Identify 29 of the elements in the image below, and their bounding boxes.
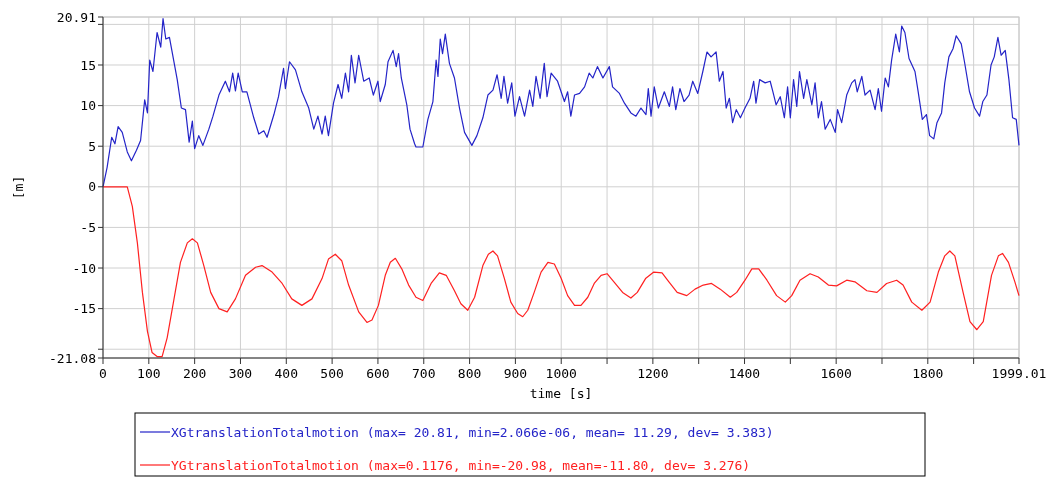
y-tick-label: 15	[80, 57, 96, 73]
x-tick-label: 1000	[545, 366, 577, 381]
x-tick-label: 1400	[728, 366, 761, 381]
y-tick-label: 10	[80, 98, 96, 114]
legend-label: XGtranslationTotalmotion (max= 20.81, min=2.066e-06, mean= 11.29, dev= 3.383)	[171, 424, 774, 440]
x-tick-label: 1800	[912, 366, 944, 381]
x-tick-label: 300	[228, 366, 253, 381]
x-tick-label: 200	[182, 366, 207, 381]
x-tick-label: 700	[412, 366, 436, 381]
x-tick-label: 600	[366, 366, 390, 381]
y-tick-label: -10	[72, 260, 96, 276]
y-tick-label: -5	[80, 219, 96, 235]
x-tick-label: 100	[137, 366, 161, 381]
x-tick-label: 500	[320, 366, 344, 381]
x-tick-label: 1200	[637, 366, 669, 381]
y-tick-label: 20.91	[56, 9, 96, 25]
y-tick-label: 0	[88, 179, 96, 195]
x-tick-label: 0	[99, 366, 107, 381]
x-tick-label: 1999.01	[991, 366, 1047, 381]
y-tick-label: 5	[88, 138, 96, 154]
x-tick-label: 400	[274, 366, 299, 381]
x-tick-label: 1600	[820, 366, 852, 381]
y-axis-title: [m]	[11, 175, 26, 200]
x-tick-label: 900	[503, 366, 528, 381]
y-tick-label: -15	[72, 301, 96, 317]
legend-label: YGtranslationTotalmotion (max=0.1176, min=-20.98, mean=-11.80, dev= 3.276)	[171, 457, 751, 473]
x-tick-label: 800	[457, 366, 482, 381]
y-tick-label: -21.08	[49, 350, 96, 366]
x-axis-title: time [s]	[529, 386, 593, 401]
